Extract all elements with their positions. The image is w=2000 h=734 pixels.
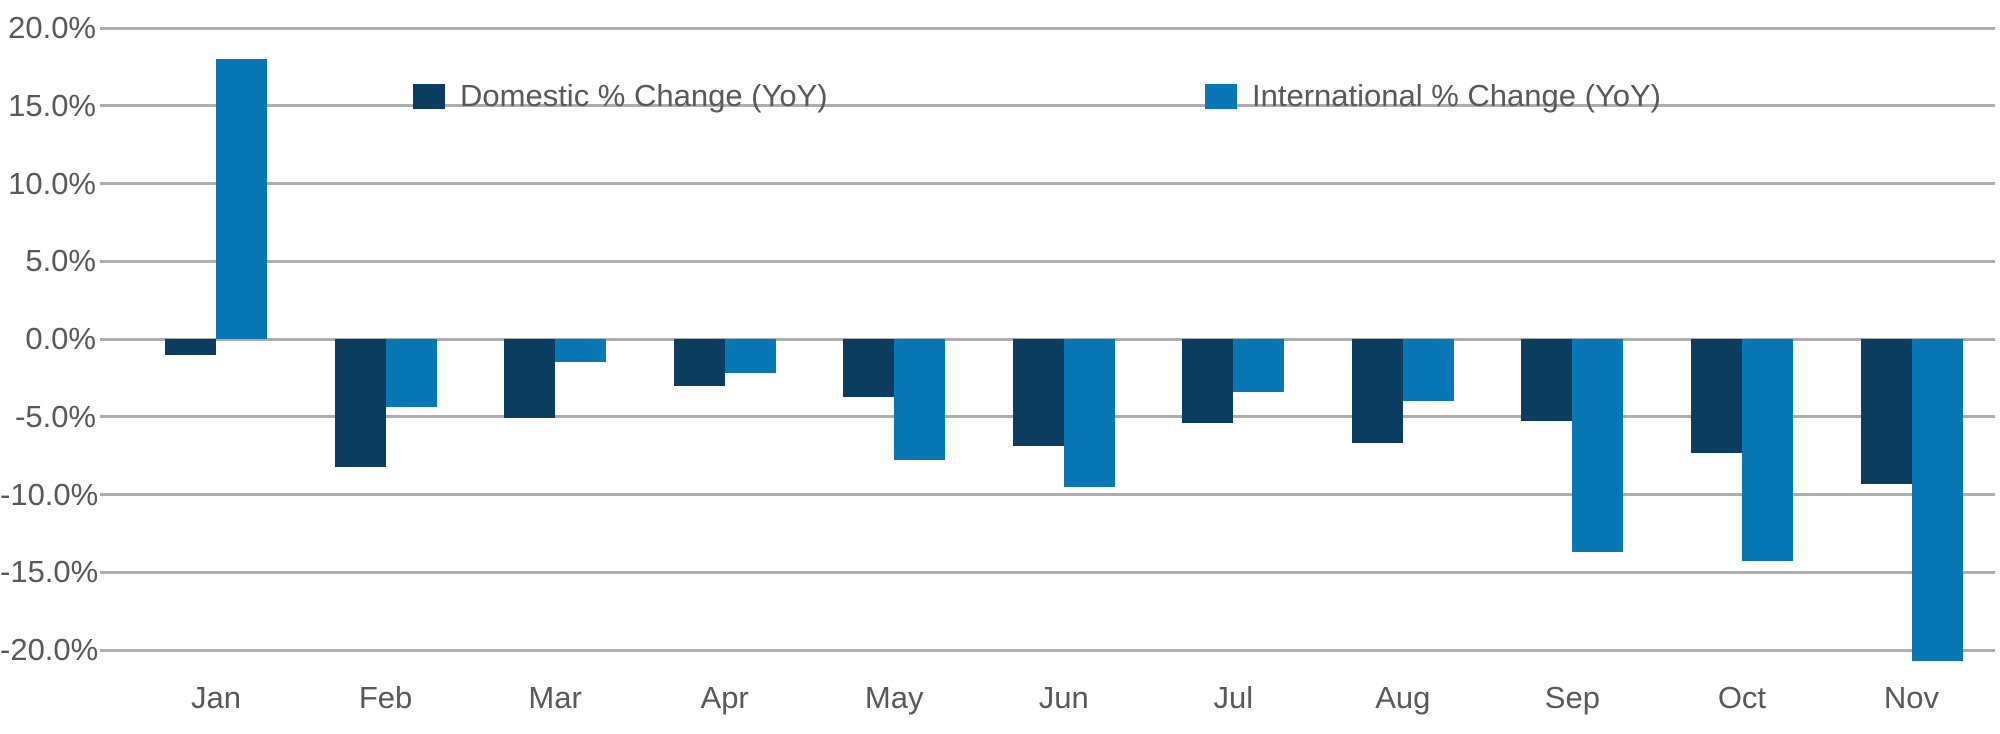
x-tick-label-aug: Aug: [1375, 680, 1431, 715]
x-tick-label-nov: Nov: [1883, 680, 1940, 715]
y-tick-label--200: -20.0%: [0, 632, 99, 667]
x-tick-label-oct: Oct: [1717, 680, 1767, 715]
legend-swatch-domestic-icon: [413, 83, 445, 109]
legend-item-international: International % Change (YoY): [1205, 74, 1661, 118]
bar-international-nov: [1911, 339, 1963, 661]
y-tick-label-150: 15.0%: [8, 87, 96, 123]
bar-international-may: [894, 339, 946, 461]
y-tick-label-50: 5.0%: [25, 243, 96, 279]
bar-domestic-nov: [1860, 339, 1912, 484]
gridline--100: [100, 493, 1995, 496]
bar-international-oct: [1741, 339, 1793, 562]
y-tick-label--100: -10.0%: [0, 476, 99, 512]
bar-international-aug: [1402, 339, 1454, 402]
gridline-150: [100, 104, 1995, 108]
bar-international-jan: [216, 59, 267, 339]
gridline--150: [100, 570, 1995, 574]
x-tick-label-jun: Jun: [1038, 680, 1089, 715]
bar-international-feb: [385, 339, 437, 408]
bar-international-sep: [1572, 339, 1624, 553]
x-tick-label-sep: Sep: [1544, 680, 1600, 715]
bar-international-jun: [1063, 339, 1115, 487]
x-tick-label-jul: Jul: [1213, 680, 1254, 715]
bar-international-jul: [1233, 339, 1285, 392]
bar-domestic-aug: [1351, 339, 1403, 444]
bar-international-mar: [555, 339, 607, 363]
y-tick-label-100: 10.0%: [8, 165, 96, 201]
legend-item-domestic: Domestic % Change (YoY): [413, 74, 828, 118]
y-tick-label-200: 20.0%: [8, 10, 96, 45]
bar-domestic-jul: [1182, 339, 1234, 423]
bar-international-apr: [724, 339, 776, 374]
bar-domestic-mar: [504, 339, 556, 419]
gridline-100: [100, 182, 1995, 185]
gridline--200: [100, 648, 1995, 652]
plot-area: Domestic % Change (YoY) International % …: [100, 26, 1995, 661]
legend-label-international: International % Change (YoY): [1252, 78, 1662, 113]
bar-domestic-sep: [1521, 339, 1573, 422]
y-tick-label--150: -15.0%: [0, 554, 99, 590]
gridline-50: [100, 259, 1995, 263]
legend-label-domestic: Domestic % Change (YoY): [460, 78, 828, 113]
x-tick-label-mar: Mar: [528, 680, 582, 715]
y-tick-label-00: 0.0%: [25, 321, 96, 356]
x-tick-label-jan: Jan: [191, 680, 241, 715]
bar-domestic-apr: [673, 339, 725, 386]
x-tick-label-apr: Apr: [700, 680, 749, 715]
x-tick-label-may: May: [864, 680, 924, 715]
legend-swatch-international-icon: [1205, 83, 1237, 109]
bar-domestic-may: [843, 339, 895, 397]
x-tick-label-feb: Feb: [358, 680, 413, 715]
bar-domestic-feb: [334, 339, 386, 467]
gridline-200: [100, 26, 1995, 30]
y-tick-label--50: -5.0%: [15, 398, 96, 434]
bar-domestic-oct: [1690, 339, 1742, 453]
bar-domestic-jan: [165, 339, 216, 355]
bar-domestic-jun: [1012, 339, 1064, 447]
